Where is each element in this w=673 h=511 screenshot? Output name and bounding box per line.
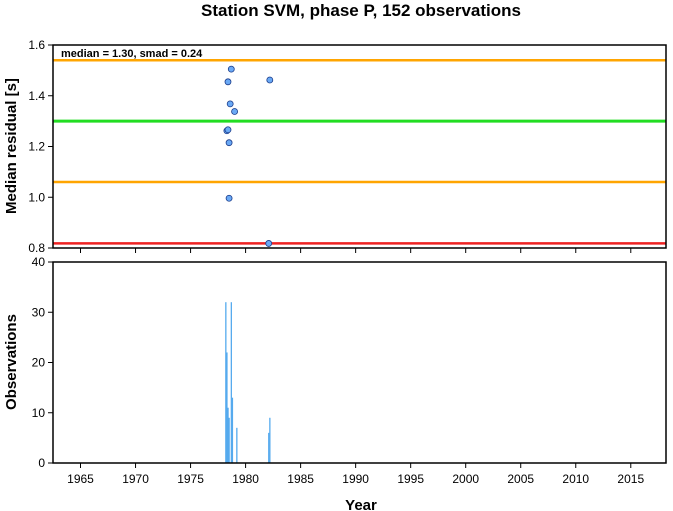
residual-point-2	[266, 76, 274, 84]
observations-plot-area	[53, 262, 666, 463]
residual-y-axis-label: Median residual [s]	[3, 78, 20, 214]
residual-point-0	[227, 65, 235, 73]
x-tick-label-0: 1965	[67, 472, 94, 486]
observations-y-tick-label-4: 40	[32, 255, 46, 269]
x-tick-label-8: 2005	[507, 472, 534, 486]
observations-y-axis-label: Observations	[3, 314, 20, 410]
observation-bar-3	[228, 417, 230, 463]
residual-point-1	[224, 78, 232, 86]
observations-y-tick-label-3: 30	[32, 305, 46, 319]
observation-bar-7	[268, 432, 270, 463]
x-tick-label-10: 2015	[617, 472, 644, 486]
x-tick-label-4: 1985	[287, 472, 314, 486]
x-tick-label-3: 1980	[232, 472, 259, 486]
residual-point-9	[265, 240, 273, 247]
observation-bar-6	[236, 427, 238, 463]
observations-y-tick-label-0: 0	[38, 456, 45, 470]
residual-plot-area	[53, 45, 666, 248]
observations-y-tick-label-2: 20	[32, 356, 46, 370]
x-tick-label-7: 2000	[452, 472, 479, 486]
x-tick-label-5: 1990	[342, 472, 369, 486]
observations-y-tick-label-1: 10	[32, 406, 46, 420]
observation-bar-8	[269, 417, 271, 463]
x-axis-label: Year	[345, 497, 377, 511]
residual-point-8	[225, 194, 233, 202]
x-tick-label-6: 1995	[397, 472, 424, 486]
observation-bar-4	[230, 302, 232, 463]
residual-point-7	[225, 139, 233, 147]
residual-point-3	[226, 100, 234, 108]
observation-bar-1	[226, 352, 228, 463]
residual-y-tick-label-1: 1.0	[28, 190, 45, 204]
residual-point-4	[231, 108, 238, 115]
residual-y-tick-label-2: 1.2	[28, 140, 45, 154]
chart-title: Station SVM, phase P, 152 observations	[201, 1, 521, 20]
observations-panel: 0 10 20 30 40 1965 1970 1975 1980 1985 1990 1995 20…	[3, 255, 667, 511]
observation-bar-2	[227, 407, 229, 463]
x-tick-label-9: 2010	[562, 472, 589, 486]
residual-point-6	[224, 126, 232, 134]
residual-panel: 0.8 1.0 1.2 1.4 1.6 median = 1.30, smad = 0.…	[3, 38, 667, 255]
residual-y-tick-label-3: 1.4	[28, 89, 45, 103]
observation-bar-5	[231, 397, 234, 463]
x-tick-label-2: 1975	[177, 472, 204, 486]
x-tick-label-1: 1970	[122, 472, 149, 486]
residual-y-tick-label-4: 1.6	[28, 38, 45, 52]
residual-y-tick-label-0: 0.8	[28, 241, 45, 255]
observation-bar-0	[225, 302, 227, 463]
stats-annotation: median = 1.30, smad = 0.24	[61, 48, 203, 60]
